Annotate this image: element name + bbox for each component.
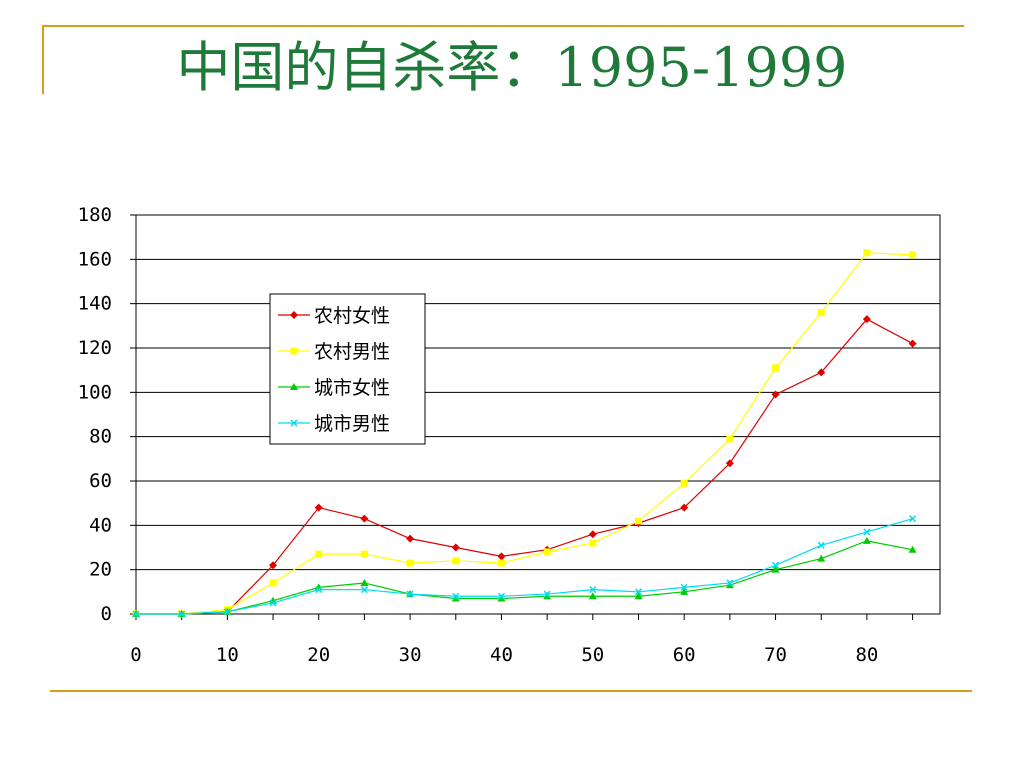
data-point [543,548,551,556]
data-point [680,583,688,591]
data-point [589,539,597,547]
data-point [406,534,415,543]
legend-marker [290,383,298,390]
bottom-accent-line [50,690,972,692]
x-tick-label: 30 [399,644,422,666]
y-tick-label: 140 [78,293,112,315]
data-point [588,530,597,539]
data-point [589,586,597,594]
series-line-2 [136,540,913,615]
legend-marker [290,419,298,427]
data-point [725,459,734,468]
data-point [634,588,643,596]
data-point [543,590,551,598]
x-tick-label: 40 [490,644,513,666]
legend-label: 城市女性 [314,377,390,399]
legend-marker [290,311,298,319]
data-point [360,578,369,586]
x-tick-label: 60 [673,644,696,666]
data-point [680,503,689,512]
x-tick-label: 20 [307,644,330,666]
data-point [862,315,871,324]
data-point [817,541,825,549]
y-tick-label: 160 [78,248,112,270]
data-point [725,581,734,589]
y-tick-label: 80 [89,426,112,448]
y-tick-label: 120 [78,337,112,359]
data-point [315,550,323,558]
data-point [908,545,917,553]
data-point [909,251,917,259]
data-point [497,592,505,600]
series-line-1 [136,252,913,615]
legend-label: 农村男性 [314,341,390,363]
x-tick-label: 50 [581,644,604,666]
data-point [451,594,460,602]
data-point [497,594,506,602]
data-point [452,557,460,565]
data-point [771,565,780,573]
data-point [543,592,552,600]
data-point [726,435,734,443]
data-point [497,552,506,561]
data-point [223,608,231,616]
y-tick-label: 20 [89,559,112,581]
data-point [406,590,414,598]
data-point [497,559,505,567]
left-accent-line [42,26,44,94]
data-point [680,587,689,595]
legend-box [269,293,426,445]
x-tick-label: 10 [216,644,239,666]
data-point [772,561,780,569]
x-tick-label: 70 [764,644,787,666]
y-tick-label: 0 [101,603,112,625]
data-point [588,592,597,600]
data-point [817,309,825,317]
data-point [909,515,917,523]
legend-label: 农村女性 [314,305,390,327]
legend-marker [290,347,298,355]
data-point [360,586,368,594]
y-tick-label: 40 [89,514,112,536]
y-tick-label: 180 [78,204,112,226]
data-point [269,561,278,570]
data-point [406,559,414,567]
data-point [908,339,917,348]
x-tick-label: 0 [130,644,141,666]
data-point [132,610,140,618]
data-point [863,249,871,257]
x-tick-label: 80 [855,644,878,666]
data-point [315,586,323,594]
data-point [269,599,277,607]
data-point [863,528,871,536]
series-line-0 [136,318,913,615]
data-point [178,610,186,618]
data-point [360,514,369,523]
data-point [772,364,780,372]
page-title: 中国的自杀率：1995-1999 [176,36,848,99]
data-point [314,503,323,512]
data-point [817,368,826,377]
series-line-3 [136,518,913,615]
data-point [635,517,642,525]
data-point [817,554,826,562]
data-point [726,579,734,587]
data-point [680,479,688,487]
data-point [269,579,277,587]
data-point [452,592,460,600]
top-accent-line [42,25,964,27]
data-point [451,543,460,552]
data-point [862,536,871,544]
y-tick-label: 100 [78,381,112,403]
data-point [771,390,780,399]
legend-label: 城市男性 [314,413,390,435]
data-point [634,592,643,600]
data-point [360,550,368,558]
y-tick-label: 60 [89,470,112,492]
